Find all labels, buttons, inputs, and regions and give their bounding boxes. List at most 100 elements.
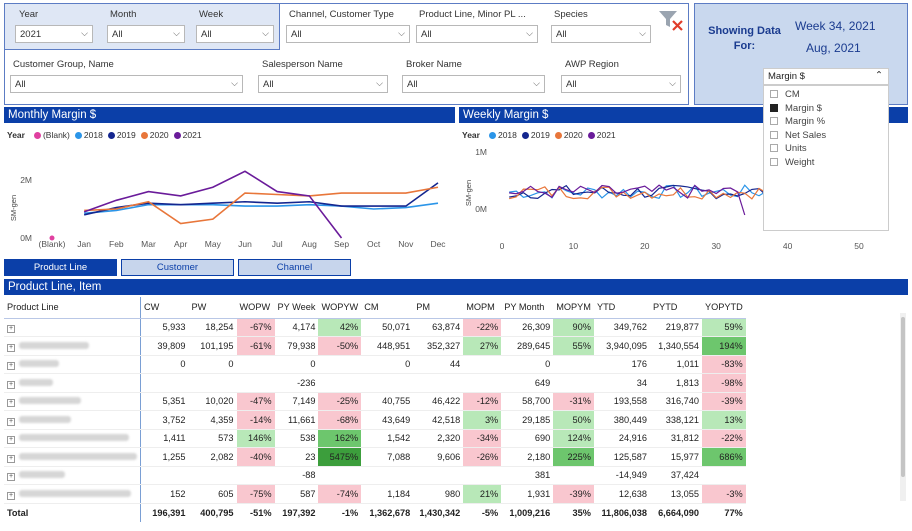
table-cell: 3,752 [140, 410, 189, 430]
table-row[interactable]: + -88 381 -14,949 37,424 [4, 466, 746, 485]
column-header[interactable]: Product Line [4, 297, 141, 319]
table-row[interactable]: +152 605 -75% 587 -74% 1,184 980 21% 1,931 -39% 12… [4, 484, 746, 504]
table-cell: 0 [140, 355, 189, 374]
table-cell: -22% [701, 429, 746, 448]
table-cell: -12% [463, 392, 502, 411]
table-row[interactable]: +1,255 2,082 -40% 23 5475% 7,088 9,606 -26% 2,18… [4, 447, 746, 467]
x-tick-label: Jul [272, 239, 283, 249]
expand-icon[interactable]: + [7, 491, 15, 500]
table-row[interactable]: + -236 649 34 1,813 -98% [4, 373, 746, 393]
checkbox-icon[interactable] [770, 90, 778, 98]
expand-icon[interactable]: + [7, 343, 15, 352]
y-tick-label: 1M [475, 147, 487, 157]
column-header[interactable]: YTD [593, 297, 650, 319]
column-header[interactable]: WOPYW [318, 297, 362, 319]
monthly-chart-title: Monthly Margin $ [4, 107, 455, 123]
showing-week: Week 34, 2021 [795, 19, 876, 33]
table-row[interactable]: +0 0 0 0 44 0 176 1,011 -83% [4, 355, 746, 374]
customer-group-select[interactable]: All ⌵ [10, 75, 243, 93]
measure-option[interactable]: Margin % [764, 115, 888, 129]
x-tick-label: 40 [783, 241, 793, 251]
channel-select[interactable]: All ⌵ [286, 25, 410, 43]
column-header[interactable]: WOPW [236, 297, 275, 319]
column-header[interactable]: MOPM [463, 297, 502, 319]
column-header[interactable]: CM [361, 297, 414, 319]
month-select[interactable]: All ⌵ [107, 25, 185, 43]
column-header[interactable]: PW [188, 297, 237, 319]
measure-option[interactable]: Net Sales [764, 129, 888, 143]
awp-region-select[interactable]: All ⌵ [561, 75, 681, 93]
checkbox-icon[interactable] [770, 144, 778, 152]
row-label-cell: + [4, 318, 141, 337]
column-header[interactable]: CW [140, 297, 189, 319]
checkbox-icon[interactable] [770, 157, 778, 166]
expand-icon[interactable]: + [7, 417, 15, 426]
table-cell [553, 373, 594, 393]
total-cell: 1,362,678 [361, 502, 414, 522]
legend-title: Year [7, 130, 25, 140]
table-cell: -25% [318, 392, 362, 411]
table-row[interactable]: +1,411 573 146% 538 162% 1,542 2,320 -34% 690 124… [4, 429, 746, 448]
legend-marker [107, 132, 115, 139]
clear-filters-icon[interactable] [657, 7, 685, 33]
table-cell [413, 373, 464, 393]
measure-dropdown-value: Margin $ [768, 71, 805, 82]
x-tick-label: 10 [569, 241, 579, 251]
tab-channel[interactable]: Channel [238, 259, 351, 276]
total-cell: -51% [236, 502, 275, 522]
week-select[interactable]: All ⌵ [196, 25, 274, 43]
tab-customer[interactable]: Customer [121, 259, 234, 276]
measure-dropdown[interactable]: Margin $ ⌃ [763, 68, 889, 85]
legend-label: 2018 [83, 130, 103, 140]
chevron-down-icon: ⌵ [173, 28, 180, 38]
column-header[interactable]: PY Week [274, 297, 319, 319]
measure-option[interactable]: Margin $ [764, 102, 888, 116]
table-cell: 27% [463, 336, 502, 356]
vertical-scrollbar[interactable] [900, 313, 906, 501]
measure-option[interactable]: Weight [764, 156, 888, 170]
product-line-select[interactable]: All ⌵ [416, 25, 538, 43]
measure-option-label: Net Sales [785, 129, 827, 141]
expand-icon[interactable]: + [7, 473, 15, 482]
table-row[interactable]: +3,752 4,359 -14% 11,661 -68% 43,649 42,518 3% 2… [4, 410, 746, 430]
table-cell: 193,558 [593, 392, 650, 411]
table-cell: 55% [553, 336, 594, 356]
chevron-down-icon: ⌵ [639, 28, 646, 38]
table-cell: 3,940,095 [593, 336, 650, 356]
table-cell: -67% [236, 318, 275, 337]
expand-icon[interactable]: + [7, 454, 15, 463]
tab-product-line[interactable]: Product Line [4, 259, 117, 276]
column-header[interactable]: PY Month [501, 297, 554, 319]
column-header[interactable]: MOPYM [553, 297, 594, 319]
expand-icon[interactable]: + [7, 362, 15, 371]
table-row[interactable]: +5,351 10,020 -47% 7,149 -25% 40,755 46,422 -12… [4, 392, 746, 411]
checkbox-icon[interactable] [770, 117, 778, 125]
scrollbar-thumb[interactable] [901, 317, 905, 477]
expand-icon[interactable]: + [7, 380, 15, 389]
expand-icon[interactable]: + [7, 436, 15, 445]
expand-icon[interactable]: + [7, 399, 15, 408]
measure-option[interactable]: Units [764, 142, 888, 156]
column-header[interactable]: PYTD [649, 297, 702, 319]
table-cell: 1,255 [140, 447, 189, 467]
expand-icon[interactable]: + [7, 325, 15, 334]
x-tick-label: 0 [500, 241, 505, 251]
table-cell [361, 466, 414, 485]
legend-title: Year [462, 130, 480, 140]
x-tick-label: Mar [141, 239, 156, 249]
year-select[interactable]: 2021 ⌵ [15, 25, 93, 43]
matrix-table: Product Line CW PW WOPW PY Week WOPYW CM PM MOPM… [4, 297, 746, 522]
species-select[interactable]: All ⌵ [551, 25, 651, 43]
column-header[interactable]: PM [413, 297, 464, 319]
table-cell: 5,351 [140, 392, 189, 411]
broker-select[interactable]: All ⌵ [402, 75, 545, 93]
checkbox-icon[interactable] [770, 103, 778, 112]
monthly-legend: Year (Blank) 2018 2019 2020 2021 [7, 130, 202, 140]
column-header[interactable]: YOPYTD [701, 297, 746, 319]
row-label-cell: + [4, 410, 141, 430]
table-row[interactable]: +39,809 101,195 -61% 79,938 -50% 448,951 352,3… [4, 336, 746, 356]
checkbox-icon[interactable] [770, 130, 778, 139]
salesperson-select[interactable]: All ⌵ [258, 75, 388, 93]
table-row[interactable]: +5,933 18,254 -67% 4,174 42% 50,071 63,874 -22%… [4, 318, 746, 337]
measure-option[interactable]: CM [764, 88, 888, 102]
